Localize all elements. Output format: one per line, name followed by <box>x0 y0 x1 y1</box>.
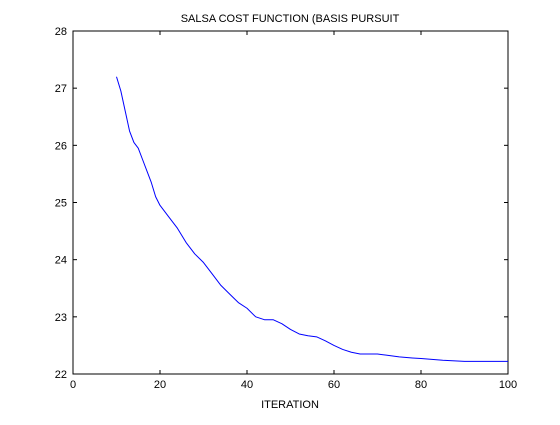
y-axis: 22 23 24 25 26 27 28 <box>55 26 508 381</box>
x-axis-label: ITERATION <box>261 399 319 411</box>
x-tick-label: 80 <box>415 379 427 391</box>
plot-frame <box>72 30 509 375</box>
x-axis: 0 20 40 60 80 100 <box>70 31 517 391</box>
y-tick-label: 22 <box>55 369 67 381</box>
series-line-0 <box>116 76 508 362</box>
series-layer <box>116 76 508 362</box>
y-tick-label: 28 <box>55 26 67 38</box>
y-tick-label: 24 <box>55 255 67 267</box>
x-tick-label: 100 <box>499 379 517 391</box>
y-tick-label: 23 <box>55 312 67 324</box>
x-tick-label: 20 <box>154 379 166 391</box>
x-tick-label: 0 <box>70 379 76 391</box>
y-tick-label: 27 <box>55 83 67 95</box>
x-tick-label: 40 <box>241 379 253 391</box>
chart-title: SALSA COST FUNCTION (BASIS PURSUIT <box>181 13 400 25</box>
y-tick-label: 25 <box>55 198 67 210</box>
x-tick-label: 60 <box>328 379 340 391</box>
y-tick-label: 26 <box>55 140 67 152</box>
